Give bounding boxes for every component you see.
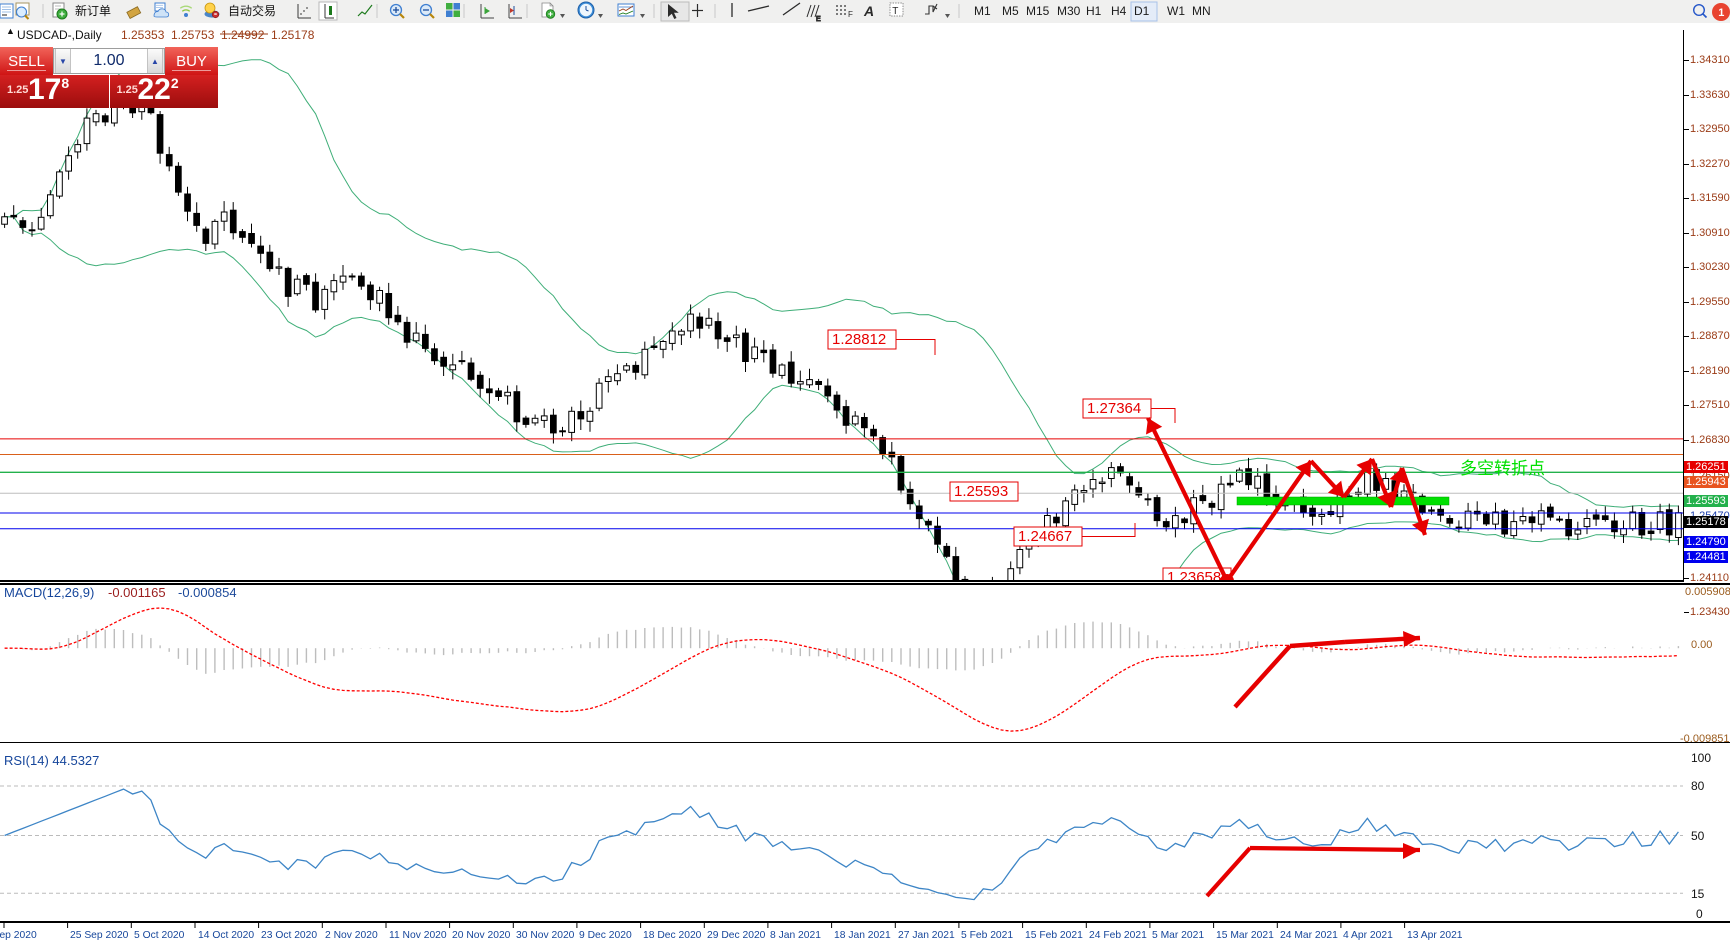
svg-text:15 Mar 2021: 15 Mar 2021	[1216, 930, 1274, 941]
svg-text:0: 0	[1696, 907, 1703, 921]
svg-text:6 Sep 2020: 6 Sep 2020	[0, 930, 37, 941]
svg-text:27 Jan 2021: 27 Jan 2021	[898, 930, 955, 941]
svg-text:29 Dec 2020: 29 Dec 2020	[707, 930, 766, 941]
svg-text:A: A	[863, 3, 874, 19]
svg-text:15: 15	[1691, 887, 1705, 901]
svg-text:T: T	[892, 6, 898, 17]
svg-text:-0.009851: -0.009851	[1680, 733, 1730, 743]
svg-text:0.005908: 0.005908	[1685, 586, 1730, 598]
svg-text:18 Jan 2021: 18 Jan 2021	[834, 930, 891, 941]
svg-text:5 Oct 2020: 5 Oct 2020	[134, 930, 185, 941]
svg-text:自动交易: 自动交易	[228, 3, 276, 18]
svg-text:F: F	[848, 10, 853, 19]
svg-text:1.27364: 1.27364	[1087, 400, 1141, 417]
svg-text:MN: MN	[1192, 4, 1211, 18]
svg-text:MACD(12,26,9): MACD(12,26,9)	[4, 585, 94, 600]
svg-text:H4: H4	[1111, 4, 1127, 18]
svg-text:23 Oct 2020: 23 Oct 2020	[261, 930, 317, 941]
svg-text:1.23658: 1.23658	[1167, 569, 1221, 582]
svg-text:80: 80	[1691, 779, 1705, 793]
svg-text:11 Nov 2020: 11 Nov 2020	[389, 930, 447, 941]
svg-text:M1: M1	[974, 4, 991, 18]
svg-text:25 Sep 2020: 25 Sep 2020	[70, 930, 129, 941]
svg-text:4 Apr 2021: 4 Apr 2021	[1343, 930, 1393, 941]
svg-text:1.28812: 1.28812	[832, 331, 886, 348]
svg-text:多空转折点: 多空转折点	[1460, 459, 1545, 478]
svg-text:5 Feb 2021: 5 Feb 2021	[961, 930, 1013, 941]
svg-text:D1: D1	[1134, 4, 1150, 18]
svg-text:新订单: 新订单	[75, 3, 111, 18]
svg-text:5 Mar 2021: 5 Mar 2021	[1152, 930, 1204, 941]
svg-text:1.25593: 1.25593	[954, 483, 1008, 500]
svg-text:RSI(14) 44.5327: RSI(14) 44.5327	[4, 753, 99, 768]
svg-text:M15: M15	[1026, 4, 1050, 18]
svg-text:24 Feb 2021: 24 Feb 2021	[1089, 930, 1147, 941]
svg-text:W1: W1	[1167, 4, 1185, 18]
svg-text:E: E	[816, 16, 821, 23]
svg-text:20 Nov 2020: 20 Nov 2020	[452, 930, 511, 941]
svg-text:24 Mar 2021: 24 Mar 2021	[1280, 930, 1338, 941]
svg-text:M30: M30	[1057, 4, 1081, 18]
svg-text:30 Nov 2020: 30 Nov 2020	[516, 930, 575, 941]
svg-text:100: 100	[1691, 753, 1711, 765]
svg-text:-0.000854: -0.000854	[178, 585, 237, 600]
svg-text:18 Dec 2020: 18 Dec 2020	[643, 930, 702, 941]
svg-text:13 Apr 2021: 13 Apr 2021	[1407, 930, 1463, 941]
svg-text:15 Feb 2021: 15 Feb 2021	[1025, 930, 1083, 941]
svg-text:H1: H1	[1086, 4, 1102, 18]
svg-text:9 Dec 2020: 9 Dec 2020	[579, 930, 632, 941]
svg-text:M5: M5	[1002, 4, 1019, 18]
svg-text:2 Nov 2020: 2 Nov 2020	[325, 930, 378, 941]
svg-text:0.00: 0.00	[1691, 639, 1712, 651]
svg-text:50: 50	[1691, 829, 1705, 843]
svg-text:14 Oct 2020: 14 Oct 2020	[198, 930, 254, 941]
svg-text:8 Jan 2021: 8 Jan 2021	[770, 930, 821, 941]
svg-text:-0.001165: -0.001165	[108, 585, 166, 600]
svg-text:1: 1	[1718, 7, 1724, 19]
svg-text:1.24667: 1.24667	[1018, 528, 1072, 545]
